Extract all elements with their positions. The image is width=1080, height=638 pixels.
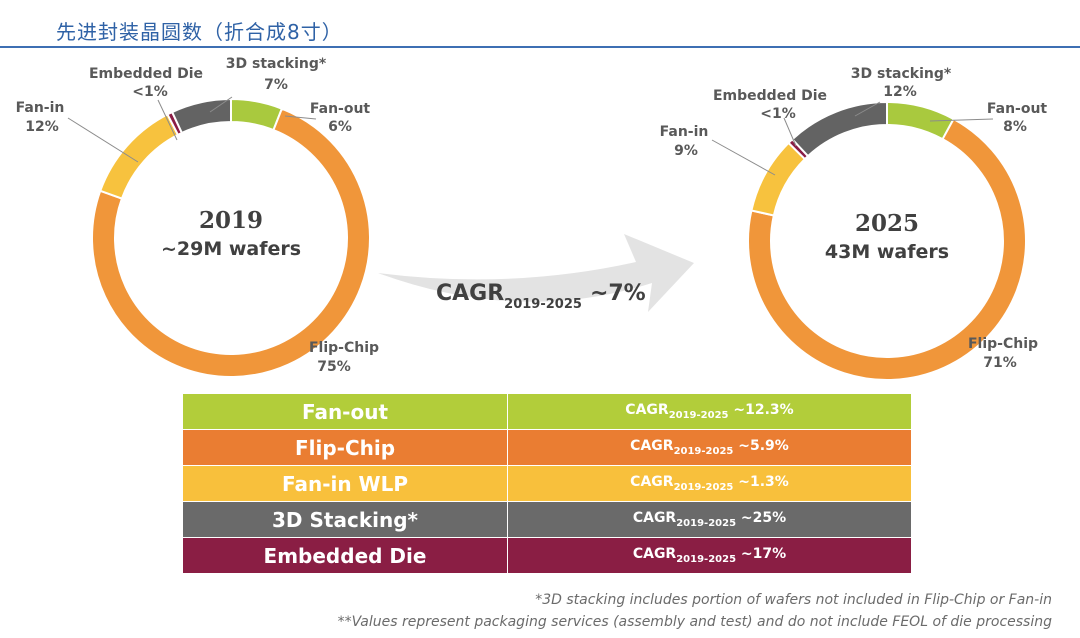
row-cagr-number: ~25% <box>736 510 787 527</box>
cagr-arrow: CAGR2019-2025 ~7% <box>378 234 694 312</box>
label-value-fan-out: 6% <box>328 119 352 135</box>
slice-flip-chip <box>91 107 371 378</box>
donut-center-wafers: ~29M wafers <box>161 238 301 260</box>
donut-center-wafers: 43M wafers <box>825 241 949 263</box>
label-name-fan-out: Fan-out <box>310 101 371 117</box>
arrow-cagr-prefix: CAGR <box>436 281 504 306</box>
label-value-flip-chip: 71% <box>983 355 1017 371</box>
label-value-fan-in: 12% <box>25 119 59 135</box>
label-value-3d-stacking: 12% <box>883 84 917 100</box>
row-cagr-number: ~5.9% <box>733 438 789 455</box>
slice-fan-in <box>98 113 180 200</box>
label-name-flip-chip: Flip-Chip <box>309 340 379 356</box>
row-cagr-period: 2019-2025 <box>673 481 734 493</box>
arrow-shape <box>378 234 694 312</box>
row-cagr-value: CAGR2019-2025 ~25% <box>507 501 912 538</box>
arrow-cagr-sub: 2019-2025 <box>504 297 582 312</box>
row-cagr-prefix: CAGR <box>630 438 674 455</box>
footnote-3d-stacking: *3D stacking includes portion of wafers … <box>535 592 1052 608</box>
row-segment-name: Embedded Die <box>182 537 508 574</box>
label-name-fan-in: Fan-in <box>16 100 65 116</box>
label-name-3d-stacking: 3D stacking* <box>851 66 952 82</box>
arrow-cagr-label: CAGR2019-2025 ~7% <box>436 281 646 312</box>
label-name-3d-stacking: 3D stacking* <box>226 56 327 72</box>
label-value-flip-chip: 75% <box>317 359 351 375</box>
row-cagr-prefix: CAGR <box>632 546 677 563</box>
row-cagr-number: ~1.3% <box>733 474 789 491</box>
row-cagr-value: CAGR2019-2025 ~5.9% <box>507 429 912 466</box>
label-name-fan-in: Fan-in <box>660 124 709 140</box>
leader-line-embedded-die <box>783 117 797 147</box>
row-cagr-period: 2019-2025 <box>676 517 737 529</box>
title-divider <box>0 46 1080 48</box>
label-name-embedded-die: Embedded Die <box>89 66 203 82</box>
row-cagr-prefix: CAGR <box>625 402 669 419</box>
row-cagr-period: 2019-2025 <box>668 409 729 421</box>
label-value-fan-in: 9% <box>674 143 698 159</box>
row-cagr-number: ~12.3% <box>728 402 794 419</box>
arrow-cagr-value: ~7% <box>590 281 646 306</box>
table-row: 3D Stacking* CAGR2019-2025 ~25% <box>182 501 912 538</box>
row-cagr-prefix: CAGR <box>632 510 677 527</box>
page-title: 先进封装晶圆数（折合成8寸） <box>56 20 343 44</box>
row-cagr-period: 2019-2025 <box>676 553 737 565</box>
donut-2019: 2019 ~29M wafers Fan-out 6% Flip-Chip 75% Fan-… <box>16 56 379 378</box>
slice-3d-stacking <box>790 100 888 158</box>
slice-fan-in <box>750 141 807 217</box>
label-value-fan-out: 8% <box>1003 119 1027 135</box>
label-value-embedded-die: <1% <box>132 84 168 100</box>
leader-line-fan-in <box>711 139 776 176</box>
donut-2025: 2025 43M wafers Fan-out 8% Flip-Chip 71% Fan-i… <box>660 66 1048 381</box>
label-value-3d-stacking: 7% <box>264 77 288 93</box>
table-row: Fan-out CAGR2019-2025 ~12.3% <box>182 393 912 430</box>
leader-line-fan-in <box>67 117 139 163</box>
table-row: Fan-in WLP CAGR2019-2025 ~1.3% <box>182 465 912 502</box>
row-cagr-value: CAGR2019-2025 ~1.3% <box>507 465 912 502</box>
row-cagr-period: 2019-2025 <box>673 445 734 457</box>
row-cagr-prefix: CAGR <box>630 474 674 491</box>
leader-line-fan-out <box>284 115 317 120</box>
label-name-embedded-die: Embedded Die <box>713 88 827 104</box>
row-segment-name: Flip-Chip <box>182 429 508 466</box>
slice-flip-chip <box>747 117 1027 381</box>
cagr-table: Fan-out CAGR2019-2025 ~12.3% Flip-Chip CAGR… <box>182 393 912 574</box>
label-name-fan-out: Fan-out <box>987 101 1048 117</box>
table-row: Flip-Chip CAGR2019-2025 ~5.9% <box>182 429 912 466</box>
table-row: Embedded Die CAGR2019-2025 ~17% <box>182 537 912 574</box>
leader-line-fan-out <box>929 118 994 122</box>
row-cagr-value: CAGR2019-2025 ~12.3% <box>507 393 912 430</box>
donut-center-year: 2025 <box>855 210 919 237</box>
label-name-flip-chip: Flip-Chip <box>968 336 1038 352</box>
footnote-values: **Values represent packaging services (a… <box>337 614 1052 630</box>
donut-center-year: 2019 <box>199 207 263 234</box>
leader-line-embedded-die <box>157 99 178 141</box>
leader-line-3d-stacking <box>209 96 233 113</box>
leader-line-3d-stacking <box>854 101 881 117</box>
row-segment-name: 3D Stacking* <box>182 501 508 538</box>
row-cagr-value: CAGR2019-2025 ~17% <box>507 537 912 574</box>
row-segment-name: Fan-in WLP <box>182 465 508 502</box>
label-value-embedded-die: <1% <box>760 106 796 122</box>
row-segment-name: Fan-out <box>182 393 508 430</box>
row-cagr-number: ~17% <box>736 546 787 563</box>
